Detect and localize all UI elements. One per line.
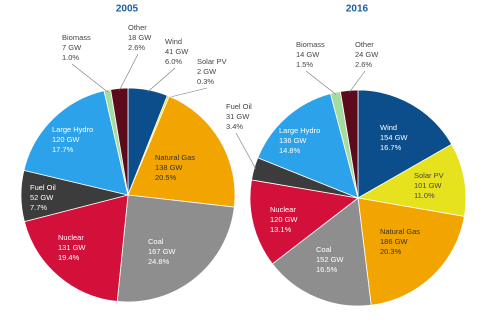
- chart-title: 2005: [116, 4, 139, 15]
- leader-line: [147, 67, 176, 93]
- slice-percent: 3.4%: [226, 122, 243, 131]
- slice-capacity: 101 GW: [414, 181, 442, 190]
- slice-label: Other: [355, 40, 374, 49]
- slice-percent: 7.7%: [30, 203, 47, 212]
- slice-label: Solar PV: [197, 57, 227, 66]
- slice-label: Biomass: [62, 33, 91, 42]
- slice-capacity: 2 GW: [197, 67, 217, 76]
- slice-label: Coal: [148, 237, 164, 246]
- slice-capacity: 120 GW: [270, 215, 298, 224]
- slice-label: Other: [128, 23, 147, 32]
- leader-line: [235, 132, 257, 170]
- pie-slice: [116, 194, 235, 303]
- slice-percent: 1.5%: [296, 60, 313, 69]
- pie-slice: [127, 95, 236, 208]
- leader-line: [71, 63, 108, 93]
- slice-capacity: 152 GW: [316, 255, 344, 264]
- slice-percent: 11.0%: [414, 191, 435, 200]
- slice-capacity: 7 GW: [62, 43, 82, 52]
- leader-line: [167, 87, 208, 99]
- slice-percent: 24.8%: [148, 257, 170, 266]
- slice-percent: 2.6%: [128, 43, 145, 52]
- slice-label: Natural Gas: [380, 227, 420, 236]
- leader-line: [349, 70, 366, 93]
- slice-percent: 20.3%: [380, 247, 402, 256]
- slice-capacity: 167 GW: [148, 247, 176, 256]
- slice-capacity: 41 GW: [165, 47, 189, 56]
- slice-percent: 14.8%: [279, 146, 301, 155]
- slice-label: Natural Gas: [155, 153, 195, 162]
- slice-percent: 1.0%: [62, 53, 79, 62]
- slice-capacity: 138 GW: [155, 163, 183, 172]
- slice-capacity: 14 GW: [296, 50, 320, 59]
- slice-capacity: 120 GW: [52, 135, 80, 144]
- pie-slice: [357, 89, 453, 199]
- slice-percent: 13.1%: [270, 225, 292, 234]
- slice-label: Coal: [316, 245, 332, 254]
- slice-percent: 6.0%: [165, 57, 182, 66]
- slice-label: Fuel Oil: [226, 102, 252, 111]
- slice-label: Solar PV: [414, 171, 444, 180]
- slice-percent: 0.3%: [197, 77, 214, 86]
- slice-percent: 16.7%: [380, 143, 402, 152]
- pie-slice: [257, 93, 359, 199]
- slice-percent: 16.5%: [316, 265, 338, 274]
- chart-title: 2016: [346, 4, 369, 15]
- slice-label: Biomass: [296, 40, 325, 49]
- slice-label: Nuclear: [270, 205, 296, 214]
- pie-slice: [271, 197, 372, 307]
- slice-label: Nuclear: [58, 233, 84, 242]
- slice-percent: 2.6%: [355, 60, 372, 69]
- slice-percent: 20.5%: [155, 173, 177, 182]
- leader-line: [119, 53, 139, 91]
- slice-capacity: 136 GW: [279, 136, 307, 145]
- slice-capacity: 24 GW: [355, 50, 379, 59]
- slice-capacity: 186 GW: [380, 237, 408, 246]
- pie-slice: [339, 89, 359, 199]
- slice-capacity: 52 GW: [30, 193, 54, 202]
- slice-capacity: 18 GW: [128, 33, 152, 42]
- slice-label: Wind: [380, 123, 397, 132]
- slice-label: Large Hydro: [52, 125, 93, 134]
- slice-capacity: 31 GW: [226, 112, 250, 121]
- pie-slice: [356, 143, 467, 217]
- slice-capacity: 131 GW: [58, 243, 86, 252]
- leader-line: [305, 70, 337, 95]
- slice-percent: 17.7%: [52, 145, 74, 154]
- slice-label: Fuel Oil: [30, 183, 56, 192]
- slice-label: Large Hydro: [279, 126, 320, 135]
- pie-slice: [23, 90, 129, 196]
- pie-slice: [249, 179, 359, 265]
- slice-capacity: 154 GW: [380, 133, 408, 142]
- pie-slice: [23, 194, 129, 302]
- slice-percent: 19.4%: [58, 253, 80, 262]
- pie-slice: [110, 87, 129, 196]
- pie-slice: [357, 197, 465, 306]
- slice-label: Wind: [165, 37, 182, 46]
